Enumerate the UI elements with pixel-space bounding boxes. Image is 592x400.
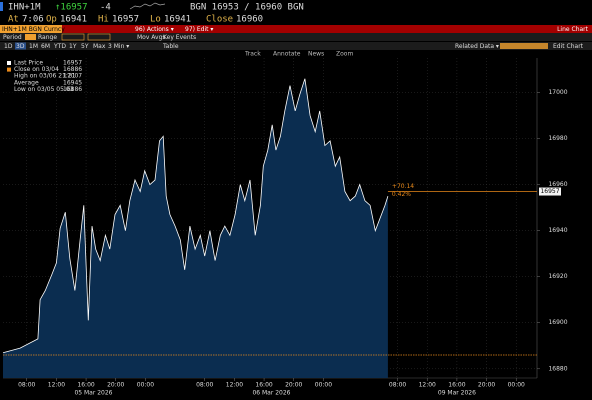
range-button[interactable]: 3D [16,43,25,50]
toolbar [0,25,592,33]
range-button[interactable]: Max [93,43,106,50]
x-tick-label: 12:00 [226,382,243,389]
x-tick-label: 08:00 [18,382,35,389]
change-annotation: +70.14 [392,183,414,190]
legend-box [4,59,84,93]
range-button[interactable]: Table [162,43,179,50]
last-price-label: 16957 [540,188,559,195]
actions-menu[interactable]: 96) Actions ▾ [135,26,174,33]
x-tick-label: 16:00 [448,382,465,389]
active-range [15,42,26,50]
x-tick-label: 16:00 [77,382,94,389]
legend-value: 16886 [63,66,82,73]
range-end[interactable] [87,33,111,41]
quote: BGN 16953 / 16960 BGN [190,3,304,13]
time: 7:06 [22,15,44,25]
legend-value: 16945 [63,79,82,86]
chart-tool[interactable]: Track [244,51,261,58]
legend-label: High on 03/06 21:21 [14,73,76,80]
related-data[interactable]: Related Data ▾ [455,43,499,50]
y-tick-label: 16960 [548,181,567,188]
y-tick-label: 16920 [548,273,567,280]
control-bar [0,33,592,41]
chart-tool[interactable]: Annotate [273,51,301,58]
legend-swatch [7,67,11,72]
date-label: 05 Mar 2026 [74,390,112,397]
x-tick-label: 00:00 [137,382,154,389]
legend-label: Last Price [14,60,43,67]
search-box[interactable] [500,43,548,49]
y-tick-label: 16980 [548,135,567,142]
legend-label: Low on 03/05 05:03 [14,86,74,93]
range: Range [38,34,57,41]
security[interactable]: IHN+1M BGN Curncy [2,26,65,33]
last-price: ↑16957 [55,3,88,13]
range-button[interactable]: 6M [41,43,50,50]
area [3,78,388,378]
legend-label: Close on 03/04 [14,66,59,73]
open: 16941 [60,15,87,25]
mov-avgs[interactable]: Mov Avgs [137,34,166,41]
chart-tool[interactable]: News [308,51,324,58]
range-button[interactable]: 5Y [81,43,89,50]
security-box[interactable] [0,25,62,33]
x-tick-label: 00:00 [315,382,332,389]
range-button[interactable]: 3 Min ▾ [108,43,129,50]
x-tick-label: 12:00 [48,382,65,389]
low: 16941 [164,15,191,25]
price-line [2,78,389,354]
legend-value: 17007 [63,73,82,80]
range-button[interactable]: YTD [53,43,66,50]
range-bar [0,42,592,50]
range-button[interactable]: 1D [4,43,13,50]
x-tick-label: 20:00 [107,382,124,389]
high: 16957 [112,15,139,25]
x-tick-label: 00:00 [508,382,525,389]
period: Period [3,34,22,41]
chart-tool[interactable]: Zoom [336,51,353,58]
x-tick-label: 20:00 [478,382,495,389]
edit-menu[interactable]: 97) Edit ▾ [185,26,213,33]
y-tick-label: 16940 [548,227,567,234]
x-tick-label: 08:00 [196,382,213,389]
y-tick-label: 17000 [548,89,567,96]
close-label: Close [206,15,233,25]
ticker: IHN+1M [8,3,41,13]
y-tick-label: 16900 [548,319,567,326]
high-label: Hi [98,15,109,25]
legend-swatch [7,61,11,65]
ticker-marker [0,2,3,11]
change: -4 [100,3,111,13]
date-label: 06 Mar 2026 [252,390,290,397]
chart-kind: Line Chart [557,26,589,33]
x-tick-label: 12:00 [419,382,436,389]
last-price-tag [539,187,561,196]
edit-chart[interactable]: Edit Chart [553,43,584,50]
legend-label: Average [14,79,39,86]
legend-value: 16957 [63,60,82,67]
x-tick-label: 16:00 [255,382,272,389]
range-button[interactable]: 1M [29,43,38,50]
low-label: Lo [150,15,161,25]
range-start[interactable] [61,33,85,41]
close: 16960 [236,15,263,25]
y-tick-label: 16880 [548,365,567,372]
sparkline [129,2,166,10]
open-label: Op [46,15,57,25]
legend-value: 16886 [63,86,82,93]
at-label: At [8,15,19,25]
change-annotation: 0.42% [392,191,411,198]
date-label: 09 Mar 2026 [438,390,476,397]
x-tick-label: 08:00 [389,382,406,389]
x-tick-label: 20:00 [285,382,302,389]
range-button[interactable]: 1Y [69,43,77,50]
key-events[interactable]: Key Events [163,34,196,41]
period-box[interactable] [25,34,36,40]
